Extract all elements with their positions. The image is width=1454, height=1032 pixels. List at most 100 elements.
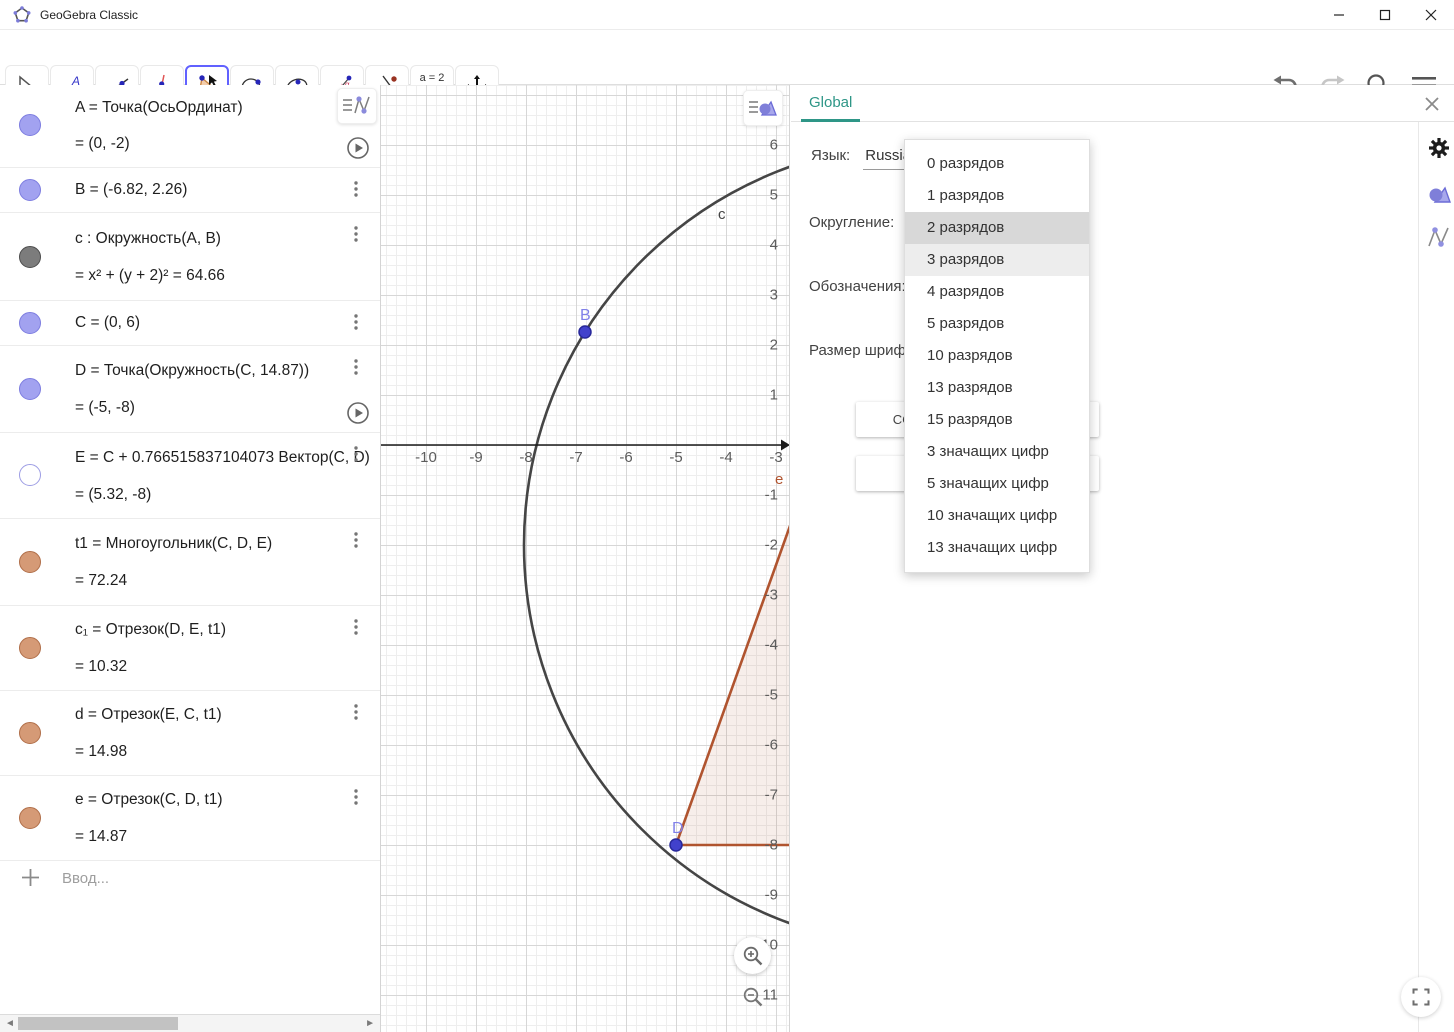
gear-icon [1429, 138, 1449, 158]
rounding-option[interactable]: 5 значащих цифр [927, 475, 1049, 492]
play-animation-button[interactable] [346, 136, 370, 160]
visibility-dot[interactable] [19, 312, 41, 334]
kebab-icon [354, 619, 358, 635]
rounding-option[interactable]: 1 разрядов [927, 187, 1005, 204]
maximize-icon [1379, 9, 1391, 21]
row-menu-button[interactable] [349, 313, 363, 331]
graphics-view[interactable]: -10 -9 -8 -7 -6 -5 -4 -3 6 5 4 3 2 1 -1 … [381, 85, 790, 1032]
kebab-icon [354, 446, 358, 462]
algebra-settings-rail-button[interactable] [1425, 224, 1453, 252]
add-input-icon [22, 869, 39, 886]
rounding-option[interactable]: 10 разрядов [927, 347, 1013, 364]
point-label-B: B [580, 307, 591, 324]
scroll-left-arrow[interactable]: ◄ [5, 1018, 15, 1029]
close-window-button[interactable] [1408, 0, 1454, 30]
zoom-out-button[interactable] [739, 983, 767, 1011]
rounding-option-selected[interactable]: 2 разрядов [905, 212, 1089, 244]
play-icon [347, 137, 369, 159]
algebra-row-e[interactable]: e = Отрезок(C, D, t1) = 14.87 [0, 776, 380, 861]
definition-text: E = C + 0.766515837104073 Вектор(C, D) [75, 449, 370, 466]
rounding-option-hovered[interactable]: 3 разрядов [905, 244, 1089, 276]
point-D[interactable] [669, 838, 683, 852]
graphics-stylebar-button[interactable] [743, 90, 783, 126]
visibility-dot[interactable] [19, 807, 41, 829]
row-menu-button[interactable] [349, 703, 363, 721]
minimize-icon [1334, 14, 1344, 16]
settings-panel: Global Язык: Russian Округление: Обозначе… [791, 85, 1454, 1032]
visibility-dot[interactable] [19, 378, 41, 400]
algebra-row-E[interactable]: E = C + 0.766515837104073 Вектор(C, D) =… [0, 433, 380, 519]
row-menu-button[interactable] [349, 180, 363, 198]
y-tick: -5 [764, 686, 778, 704]
row-menu-button[interactable] [349, 618, 363, 636]
close-settings-button[interactable] [1420, 92, 1444, 116]
algebra-row-D[interactable]: D = Точка(Окружность(C, 14.87)) = (-5, -… [0, 346, 380, 433]
rounding-option[interactable]: 10 значащих цифр [927, 507, 1058, 524]
algebra-row-c[interactable]: c : Окружность(A, B) = x² + (y + 2)² = 6… [0, 213, 380, 301]
fullscreen-button[interactable] [1401, 977, 1441, 1017]
row-menu-button[interactable] [349, 445, 363, 463]
kebab-icon [354, 226, 358, 242]
rounding-option[interactable]: 5 разрядов [927, 315, 1005, 332]
algebra-row-A[interactable]: A = Точка(ОсьОрдинат) = (0, -2) [0, 85, 380, 168]
algebra-hscrollbar[interactable]: ◄ ► [0, 1014, 380, 1032]
algebra-stylebar-button[interactable] [337, 88, 377, 124]
y-tick: 11 [762, 986, 778, 1004]
point-B[interactable] [578, 325, 592, 339]
maximize-button[interactable] [1362, 0, 1408, 30]
circle-c[interactable] [522, 143, 790, 947]
graphics-settings-rail-button[interactable] [1425, 180, 1453, 208]
rounding-option[interactable]: 0 разрядов [927, 155, 1005, 172]
visibility-dot[interactable] [19, 551, 41, 573]
labeling-row: Обозначения: [809, 278, 906, 295]
play-icon [347, 402, 369, 424]
algebra-row-t1[interactable]: t1 = Многоугольник(C, D, E) = 72.24 [0, 519, 380, 606]
title-bar: GeoGebra Classic [0, 0, 1454, 30]
algebra-row-c1[interactable]: c₁ = Отрезок(D, E, t1) = 10.32 [0, 606, 380, 691]
y-tick: 6 [769, 136, 778, 154]
visibility-dot[interactable] [19, 246, 41, 268]
visibility-dot[interactable] [19, 722, 41, 744]
minimize-button[interactable] [1316, 0, 1362, 30]
y-tick: 1 [769, 386, 778, 404]
visibility-dot[interactable] [19, 637, 41, 659]
row-menu-button[interactable] [349, 788, 363, 806]
rounding-option[interactable]: 13 значащих цифр [927, 539, 1058, 556]
visibility-dot[interactable] [19, 464, 41, 486]
kebab-icon [354, 314, 358, 330]
visibility-dot[interactable] [19, 179, 41, 201]
algebra-row-d[interactable]: d = Отрезок(E, C, t1) = 14.98 [0, 691, 380, 776]
font-size-label: Размер шрифта: [809, 342, 925, 359]
definition-text: e = Отрезок(C, D, t1) [75, 791, 223, 808]
rounding-option[interactable]: 4 разрядов [927, 283, 1005, 300]
visibility-dot[interactable] [19, 114, 41, 136]
row-menu-button[interactable] [349, 531, 363, 549]
y-tick: -9 [764, 886, 778, 904]
zoom-in-button[interactable] [734, 937, 771, 974]
triangle-t1[interactable] [674, 145, 790, 847]
scrollbar-thumb[interactable] [18, 1017, 178, 1030]
algebra-row-B[interactable]: B = (-6.82, 2.26) [0, 168, 380, 213]
play-animation-button[interactable] [346, 401, 370, 425]
definition-text: B = (-6.82, 2.26) [75, 181, 188, 198]
tab-global[interactable]: Global [801, 85, 861, 122]
rounding-option[interactable]: 3 значащих цифр [927, 443, 1049, 460]
algebra-view: A = Точка(ОсьОрдинат) = (0, -2) B = (-6.… [0, 85, 381, 1032]
y-tick: -1 [764, 486, 778, 504]
graphics-style-icon [749, 100, 777, 116]
row-menu-button[interactable] [349, 358, 363, 376]
x-tick: -10 [415, 449, 437, 466]
x-tick: -4 [719, 449, 733, 466]
kebab-icon [354, 789, 358, 805]
rounding-option[interactable]: 13 разрядов [927, 379, 1013, 396]
value-text: = 14.87 [75, 828, 128, 845]
algebra-input[interactable] [62, 865, 362, 891]
x-tick: -5 [669, 449, 683, 466]
rounding-option[interactable]: 15 разрядов [927, 411, 1013, 428]
global-settings-rail-button[interactable] [1425, 134, 1453, 162]
algebra-row-C[interactable]: C = (0, 6) [0, 301, 380, 346]
row-menu-button[interactable] [349, 225, 363, 243]
definition-text: c : Окружность(A, B) [75, 230, 221, 247]
value-text: = x² + (y + 2)² = 64.66 [75, 267, 225, 284]
scroll-right-arrow[interactable]: ► [365, 1018, 375, 1029]
